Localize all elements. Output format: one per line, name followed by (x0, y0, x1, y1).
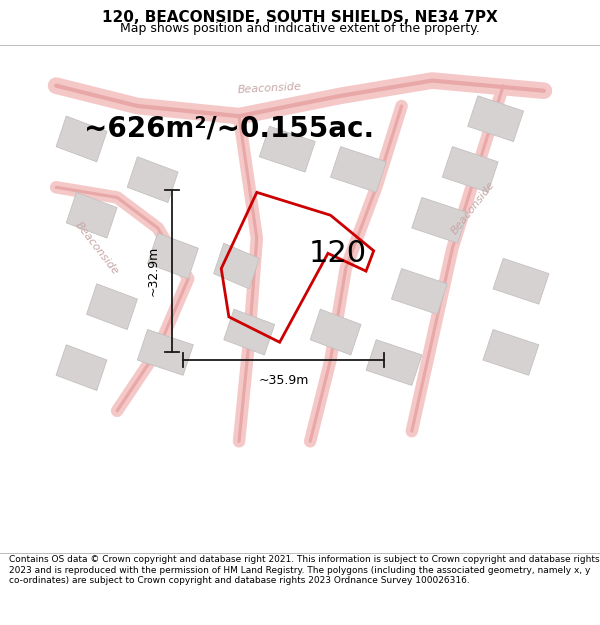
Polygon shape (391, 269, 448, 314)
Text: 120, BEACONSIDE, SOUTH SHIELDS, NE34 7PX: 120, BEACONSIDE, SOUTH SHIELDS, NE34 7PX (102, 10, 498, 25)
Text: ~626m²/~0.155ac.: ~626m²/~0.155ac. (84, 115, 374, 143)
Polygon shape (86, 284, 137, 329)
Polygon shape (56, 116, 107, 162)
Polygon shape (214, 243, 259, 289)
Polygon shape (224, 309, 275, 355)
Text: 120: 120 (309, 239, 367, 268)
Text: Map shows position and indicative extent of the property.: Map shows position and indicative extent… (120, 22, 480, 35)
Text: Beaconside: Beaconside (237, 81, 302, 95)
Polygon shape (137, 329, 193, 375)
Polygon shape (493, 258, 549, 304)
Text: Beaconside: Beaconside (449, 179, 496, 236)
Polygon shape (412, 198, 467, 243)
Polygon shape (310, 309, 361, 355)
Polygon shape (148, 233, 199, 279)
Polygon shape (127, 157, 178, 202)
Polygon shape (56, 345, 107, 391)
Text: ~35.9m: ~35.9m (258, 374, 308, 388)
Polygon shape (467, 96, 524, 141)
Text: ~32.9m: ~32.9m (146, 246, 159, 296)
Polygon shape (366, 340, 422, 386)
Polygon shape (483, 329, 539, 375)
Text: Contains OS data © Crown copyright and database right 2021. This information is : Contains OS data © Crown copyright and d… (9, 555, 599, 585)
Polygon shape (331, 147, 386, 192)
Polygon shape (66, 192, 117, 238)
Text: Beaconside: Beaconside (73, 220, 121, 277)
Polygon shape (259, 126, 315, 172)
Polygon shape (442, 147, 498, 192)
